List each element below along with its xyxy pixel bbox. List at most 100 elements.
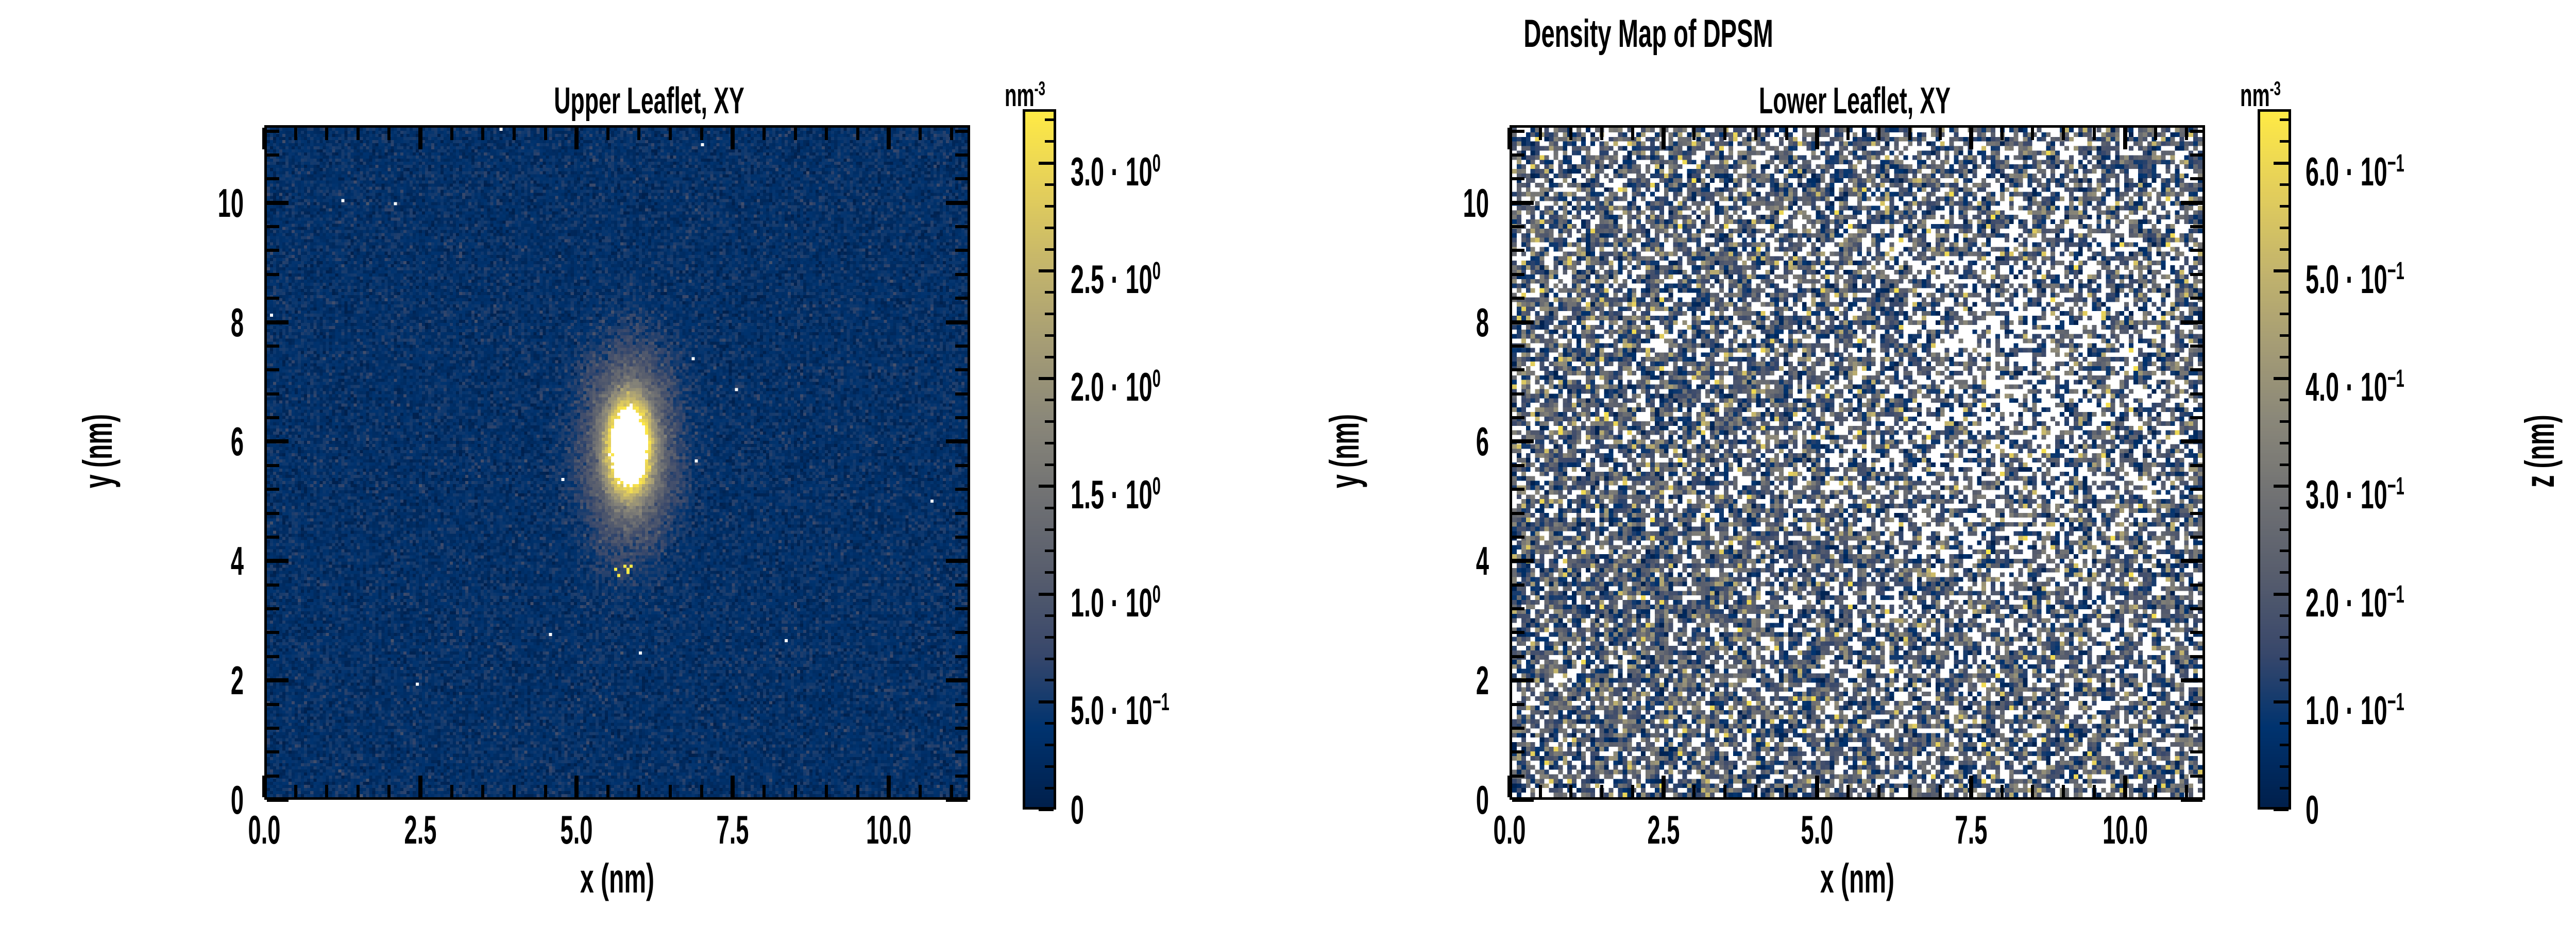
colorbar-tick-minor-lower-leaflet: [2280, 248, 2289, 251]
y-tick-major-lower-leaflet: [2181, 200, 2202, 205]
colorbar-tick-minor-lower-leaflet: [2280, 506, 2289, 509]
x-tick-minor-upper-leaflet: [950, 785, 953, 797]
y-tick-major-lower-leaflet: [1512, 678, 1534, 683]
x-tick-minor-upper-leaflet: [606, 128, 609, 140]
x-tick-minor-lower-leaflet: [1569, 785, 1573, 797]
y-tick-minor-lower-leaflet: [1512, 416, 1524, 420]
y-tick-major-lower-leaflet: [2181, 439, 2202, 444]
x-tick-minor-upper-leaflet: [387, 128, 391, 140]
y-tick-major-lower-leaflet: [2181, 559, 2202, 563]
colorbar-tick-label-lower-leaflet: 6.0 · 10−1: [2306, 148, 2404, 194]
x-tick-label-lower-leaflet: 0.0: [1493, 807, 1526, 852]
colorbar-tick-minor-lower-leaflet: [2280, 442, 2289, 445]
y-tick-minor-upper-leaflet: [267, 392, 279, 396]
y-tick-minor-upper-leaflet: [267, 702, 279, 706]
x-tick-minor-upper-leaflet: [762, 785, 766, 797]
colorbar-tick-minor-lower-leaflet: [2280, 571, 2289, 574]
y-tick-minor-lower-leaflet: [1512, 631, 1524, 634]
y-tick-label-lower-leaflet: 10: [1463, 180, 1489, 226]
x-tick-minor-lower-leaflet: [2000, 128, 2004, 140]
y-tick-minor-upper-leaflet: [267, 368, 279, 372]
x-tick-minor-upper-leaflet: [450, 128, 453, 140]
y-tick-minor-upper-leaflet: [955, 464, 968, 467]
x-tick-minor-upper-leaflet: [793, 128, 797, 140]
colorbar-tick-minor-upper-leaflet: [1045, 313, 1054, 316]
y-tick-minor-lower-leaflet: [1512, 464, 1524, 467]
y-tick-label-upper-leaflet: 6: [230, 419, 244, 465]
y-tick-minor-upper-leaflet: [267, 511, 279, 515]
colorbar-tick-major-lower-leaflet: [2274, 485, 2289, 488]
x-tick-minor-lower-leaflet: [1877, 785, 1880, 797]
y-tick-minor-lower-leaflet: [2190, 416, 2202, 420]
y-tick-minor-lower-leaflet: [2190, 607, 2202, 611]
y-tick-minor-lower-leaflet: [1512, 535, 1524, 539]
y-tick-minor-upper-leaflet: [267, 535, 279, 539]
y-tick-minor-lower-leaflet: [1512, 750, 1524, 754]
y-tick-minor-lower-leaflet: [2190, 750, 2202, 754]
y-tick-minor-upper-leaflet: [267, 607, 279, 611]
x-tick-minor-lower-leaflet: [2154, 128, 2158, 140]
y-tick-minor-upper-leaflet: [267, 272, 279, 276]
y-tick-minor-upper-leaflet: [267, 153, 279, 157]
y-tick-minor-lower-leaflet: [1512, 702, 1524, 706]
y-tick-minor-upper-leaflet: [955, 153, 968, 157]
x-tick-major-upper-leaflet: [574, 776, 579, 797]
x-tick-label-upper-leaflet: 5.0: [560, 807, 593, 852]
colorbar-tick-minor-lower-leaflet: [2280, 118, 2289, 122]
x-tick-minor-lower-leaflet: [1538, 128, 1542, 140]
x-tick-label-upper-leaflet: 7.5: [716, 807, 749, 852]
colorbar-tick-minor-lower-leaflet: [2280, 334, 2289, 337]
colorbar-tick-label-upper-leaflet: 0: [1071, 787, 1084, 832]
y-tick-major-upper-leaflet: [946, 200, 968, 205]
x-tick-minor-upper-leaflet: [356, 785, 360, 797]
colorbar-gradient-lower-leaflet[interactable]: [2258, 109, 2291, 810]
colorbar-gradient-upper-leaflet[interactable]: [1023, 109, 1056, 810]
colorbar-tick-minor-lower-leaflet: [2280, 420, 2289, 423]
x-tick-minor-upper-leaflet: [919, 785, 922, 797]
axis-label-y-lower-leaflet: y (nm): [1321, 414, 1367, 488]
y-tick-minor-upper-leaflet: [955, 368, 968, 372]
x-tick-major-upper-leaflet: [887, 776, 891, 797]
colorbar-tick-minor-lower-leaflet: [2280, 550, 2289, 553]
colorbar-tick-major-upper-leaflet: [1039, 592, 1054, 596]
y-tick-minor-lower-leaflet: [2190, 464, 2202, 467]
colorbar-tick-minor-upper-leaflet: [1045, 226, 1054, 229]
colorbar-tick-minor-upper-leaflet: [1045, 571, 1054, 574]
colorbar-tick-label-lower-leaflet: 3.0 · 10−1: [2306, 472, 2404, 518]
colorbar-tick-label-upper-leaflet: 1.5 · 100: [1071, 472, 1161, 518]
colorbar-tick-minor-upper-leaflet: [1045, 355, 1054, 358]
colorbar-tick-minor-upper-leaflet: [1045, 399, 1054, 402]
colorbar-tick-minor-upper-leaflet: [1045, 291, 1054, 294]
colorbar-tick-minor-upper-leaflet: [1045, 550, 1054, 553]
y-tick-minor-lower-leaflet: [1512, 297, 1524, 300]
y-tick-minor-upper-leaflet: [267, 750, 279, 754]
colorbar-tick-major-lower-leaflet: [2274, 269, 2289, 272]
y-tick-major-upper-leaflet: [946, 439, 968, 444]
x-tick-label-upper-leaflet: 10.0: [866, 807, 912, 852]
x-tick-minor-lower-leaflet: [1908, 785, 1911, 797]
heatmap-lower-leaflet[interactable]: [1510, 125, 2205, 800]
y-tick-minor-lower-leaflet: [1512, 726, 1524, 730]
x-tick-minor-upper-leaflet: [950, 128, 953, 140]
y-tick-minor-lower-leaflet: [1512, 607, 1524, 611]
y-tick-minor-lower-leaflet: [2190, 774, 2202, 778]
colorbar-tick-minor-lower-leaflet: [2280, 204, 2289, 208]
heatmap-upper-leaflet[interactable]: [264, 125, 970, 800]
colorbar-tick-minor-upper-leaflet: [1045, 420, 1054, 423]
y-tick-minor-upper-leaflet: [955, 392, 968, 396]
y-tick-major-upper-leaflet: [267, 798, 289, 802]
x-tick-minor-lower-leaflet: [1692, 128, 1696, 140]
colorbar-tick-minor-lower-leaflet: [2280, 657, 2289, 660]
y-tick-minor-lower-leaflet: [1512, 153, 1524, 157]
y-tick-minor-lower-leaflet: [2190, 225, 2202, 229]
x-tick-label-lower-leaflet: 7.5: [1955, 807, 1988, 852]
y-tick-minor-upper-leaflet: [955, 607, 968, 611]
y-tick-minor-lower-leaflet: [2190, 297, 2202, 300]
colorbar-tick-label-lower-leaflet: 0: [2306, 787, 2319, 832]
colorbar-tick-minor-upper-leaflet: [1045, 679, 1054, 682]
y-tick-label-lower-leaflet: 4: [1476, 538, 1489, 584]
colorbar-tick-label-upper-leaflet: 1.0 · 100: [1071, 579, 1161, 625]
colorbar-unit-base: nm: [1005, 78, 1035, 113]
y-tick-minor-upper-leaflet: [267, 655, 279, 658]
colorbar-tick-minor-lower-leaflet: [2280, 765, 2289, 768]
